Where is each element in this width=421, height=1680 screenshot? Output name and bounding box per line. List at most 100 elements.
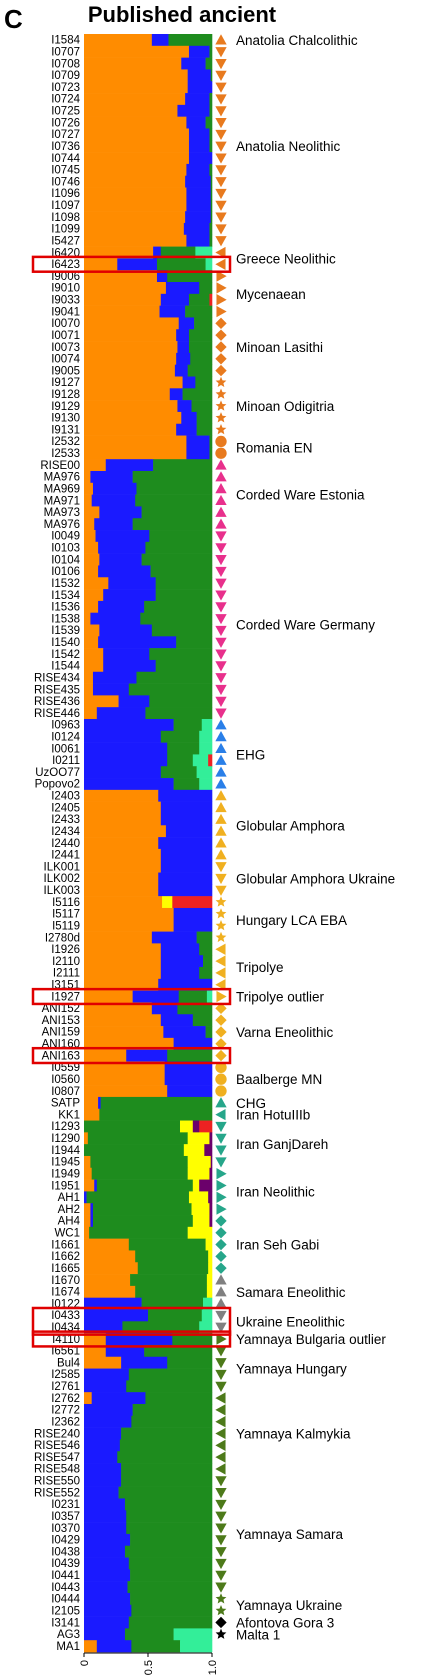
sample-label: RISE435 [34, 684, 80, 696]
bar-segment-blue [177, 341, 190, 354]
group-marker-circle [215, 435, 227, 448]
sample-label: I2532 [51, 436, 80, 448]
group-marker-tri-up [215, 731, 227, 742]
bar-segment-lightgreen [199, 742, 213, 755]
bar-segment-blue [84, 1415, 132, 1428]
group-label: Samara Eneolithic [236, 1285, 346, 1300]
group-marker-diamond [215, 1049, 227, 1062]
bar-segment-green [160, 730, 200, 743]
bar-segment-purple [204, 1144, 213, 1157]
bar-segment-blue [103, 659, 156, 673]
sample-label: RISE436 [34, 696, 80, 708]
group-label: Mycenaean [236, 287, 306, 302]
sample-label: I0444 [51, 1594, 80, 1606]
group-marker-tri-right [216, 305, 227, 318]
bar-segment-blue [188, 152, 213, 165]
bar-segment-yellow [187, 1226, 213, 1239]
group-marker-tri-down [215, 862, 227, 873]
group-marker-tri-right [216, 1191, 227, 1203]
bar-segment-green [130, 1533, 213, 1547]
bar-segment-orange [84, 813, 162, 826]
bar-segment-orange [84, 1167, 92, 1180]
group-label: Tripolye outlier [236, 990, 325, 1005]
bar-segment-orange [84, 163, 187, 177]
group-marker-tri-up [215, 801, 227, 813]
bar-segment-orange [84, 1215, 91, 1228]
sample-label: I1098 [51, 212, 80, 224]
group-label: Globular Amphora [236, 818, 345, 833]
group-label: Tripolye [236, 960, 284, 975]
group-marker-diamond [215, 1038, 227, 1050]
group-marker-tri-down [215, 661, 227, 672]
bar-segment-blue [160, 860, 213, 873]
group-marker-tri-right [216, 282, 227, 294]
bar-segment-yellow [208, 1250, 213, 1263]
bar-segment-orange [84, 282, 167, 295]
sample-label: I9131 [51, 424, 80, 436]
group-marker-tri-up [215, 494, 227, 506]
group-label: Afontova Gora 3 [236, 1615, 334, 1630]
bar-segment-orange [84, 1179, 95, 1192]
group-marker-tri-down [215, 1346, 227, 1357]
bar-segment-green [91, 1167, 188, 1180]
bar-segment-orange [84, 1356, 122, 1369]
bar-segment-green [167, 270, 213, 283]
sample-label: I0370 [51, 1523, 80, 1535]
x-tick-label: 0.5 [143, 1660, 155, 1675]
bar-segment-blue [84, 1439, 121, 1452]
group-marker-tri-down [215, 118, 227, 129]
bar-segment-orange [84, 364, 176, 377]
bar-segment-green [148, 1309, 203, 1322]
group-marker-tri-down [215, 873, 227, 885]
highlight-box [31, 1330, 232, 1348]
sample-label: I0433 [51, 1310, 80, 1322]
bar-segment-orange [84, 411, 182, 425]
bar-segment-orange [84, 317, 180, 330]
bar-segment-orange [84, 1285, 136, 1298]
bar-segment-blue [84, 1498, 126, 1511]
highlight-box [31, 987, 232, 1006]
sample-label: I1949 [51, 1168, 80, 1180]
group-label: Minoan Odigitria [236, 399, 335, 414]
sample-label: ILK001 [44, 861, 80, 873]
sample-label: I1536 [51, 602, 80, 614]
bar-segment-orange [84, 565, 99, 578]
panel-letter: C [4, 4, 23, 34]
bar-segment-blue [84, 766, 162, 779]
group-marker-tri-down [215, 106, 227, 117]
sample-label: I1926 [51, 944, 80, 956]
bar-segment-blue [187, 81, 213, 94]
sample-label: I0559 [51, 1062, 80, 1074]
bar-segment-orange [84, 872, 159, 885]
bar-segment-blue [103, 648, 150, 661]
bar-segment-orange [84, 848, 162, 862]
bar-segment-blue [117, 258, 158, 271]
bar-segment-blue [153, 246, 162, 259]
bar-segment-orange [84, 1250, 136, 1263]
bar-segment-green [196, 931, 213, 944]
sample-label: MA971 [44, 495, 80, 507]
sample-label: I0745 [51, 165, 80, 177]
group-marker-tri-left [215, 1108, 226, 1121]
bar-segment-green [187, 364, 213, 377]
bar-segment-blue [164, 1061, 213, 1074]
bar-segment-green [121, 1463, 213, 1476]
bar-segment-green [121, 1474, 213, 1487]
bar-segment-green [141, 506, 213, 519]
sample-label: I0560 [51, 1074, 80, 1086]
bar-segment-blue [84, 742, 168, 755]
group-marker-tri-left [215, 1416, 226, 1428]
bar-segment-green [167, 1356, 213, 1369]
bar-segment-yellow [183, 1144, 205, 1157]
bar-segment-green [150, 565, 213, 578]
group-marker-tri-down [215, 70, 227, 81]
bar-segment-blue [91, 494, 136, 507]
group-marker-tri-down [215, 1558, 227, 1570]
bar-segment-green [156, 258, 206, 271]
bar-segment-blue [92, 671, 137, 684]
bar-segment-orange [84, 541, 99, 554]
bar-segment-blue [105, 459, 154, 472]
bar-segment-blue [188, 128, 210, 141]
bar-segment-orange [84, 1073, 165, 1086]
